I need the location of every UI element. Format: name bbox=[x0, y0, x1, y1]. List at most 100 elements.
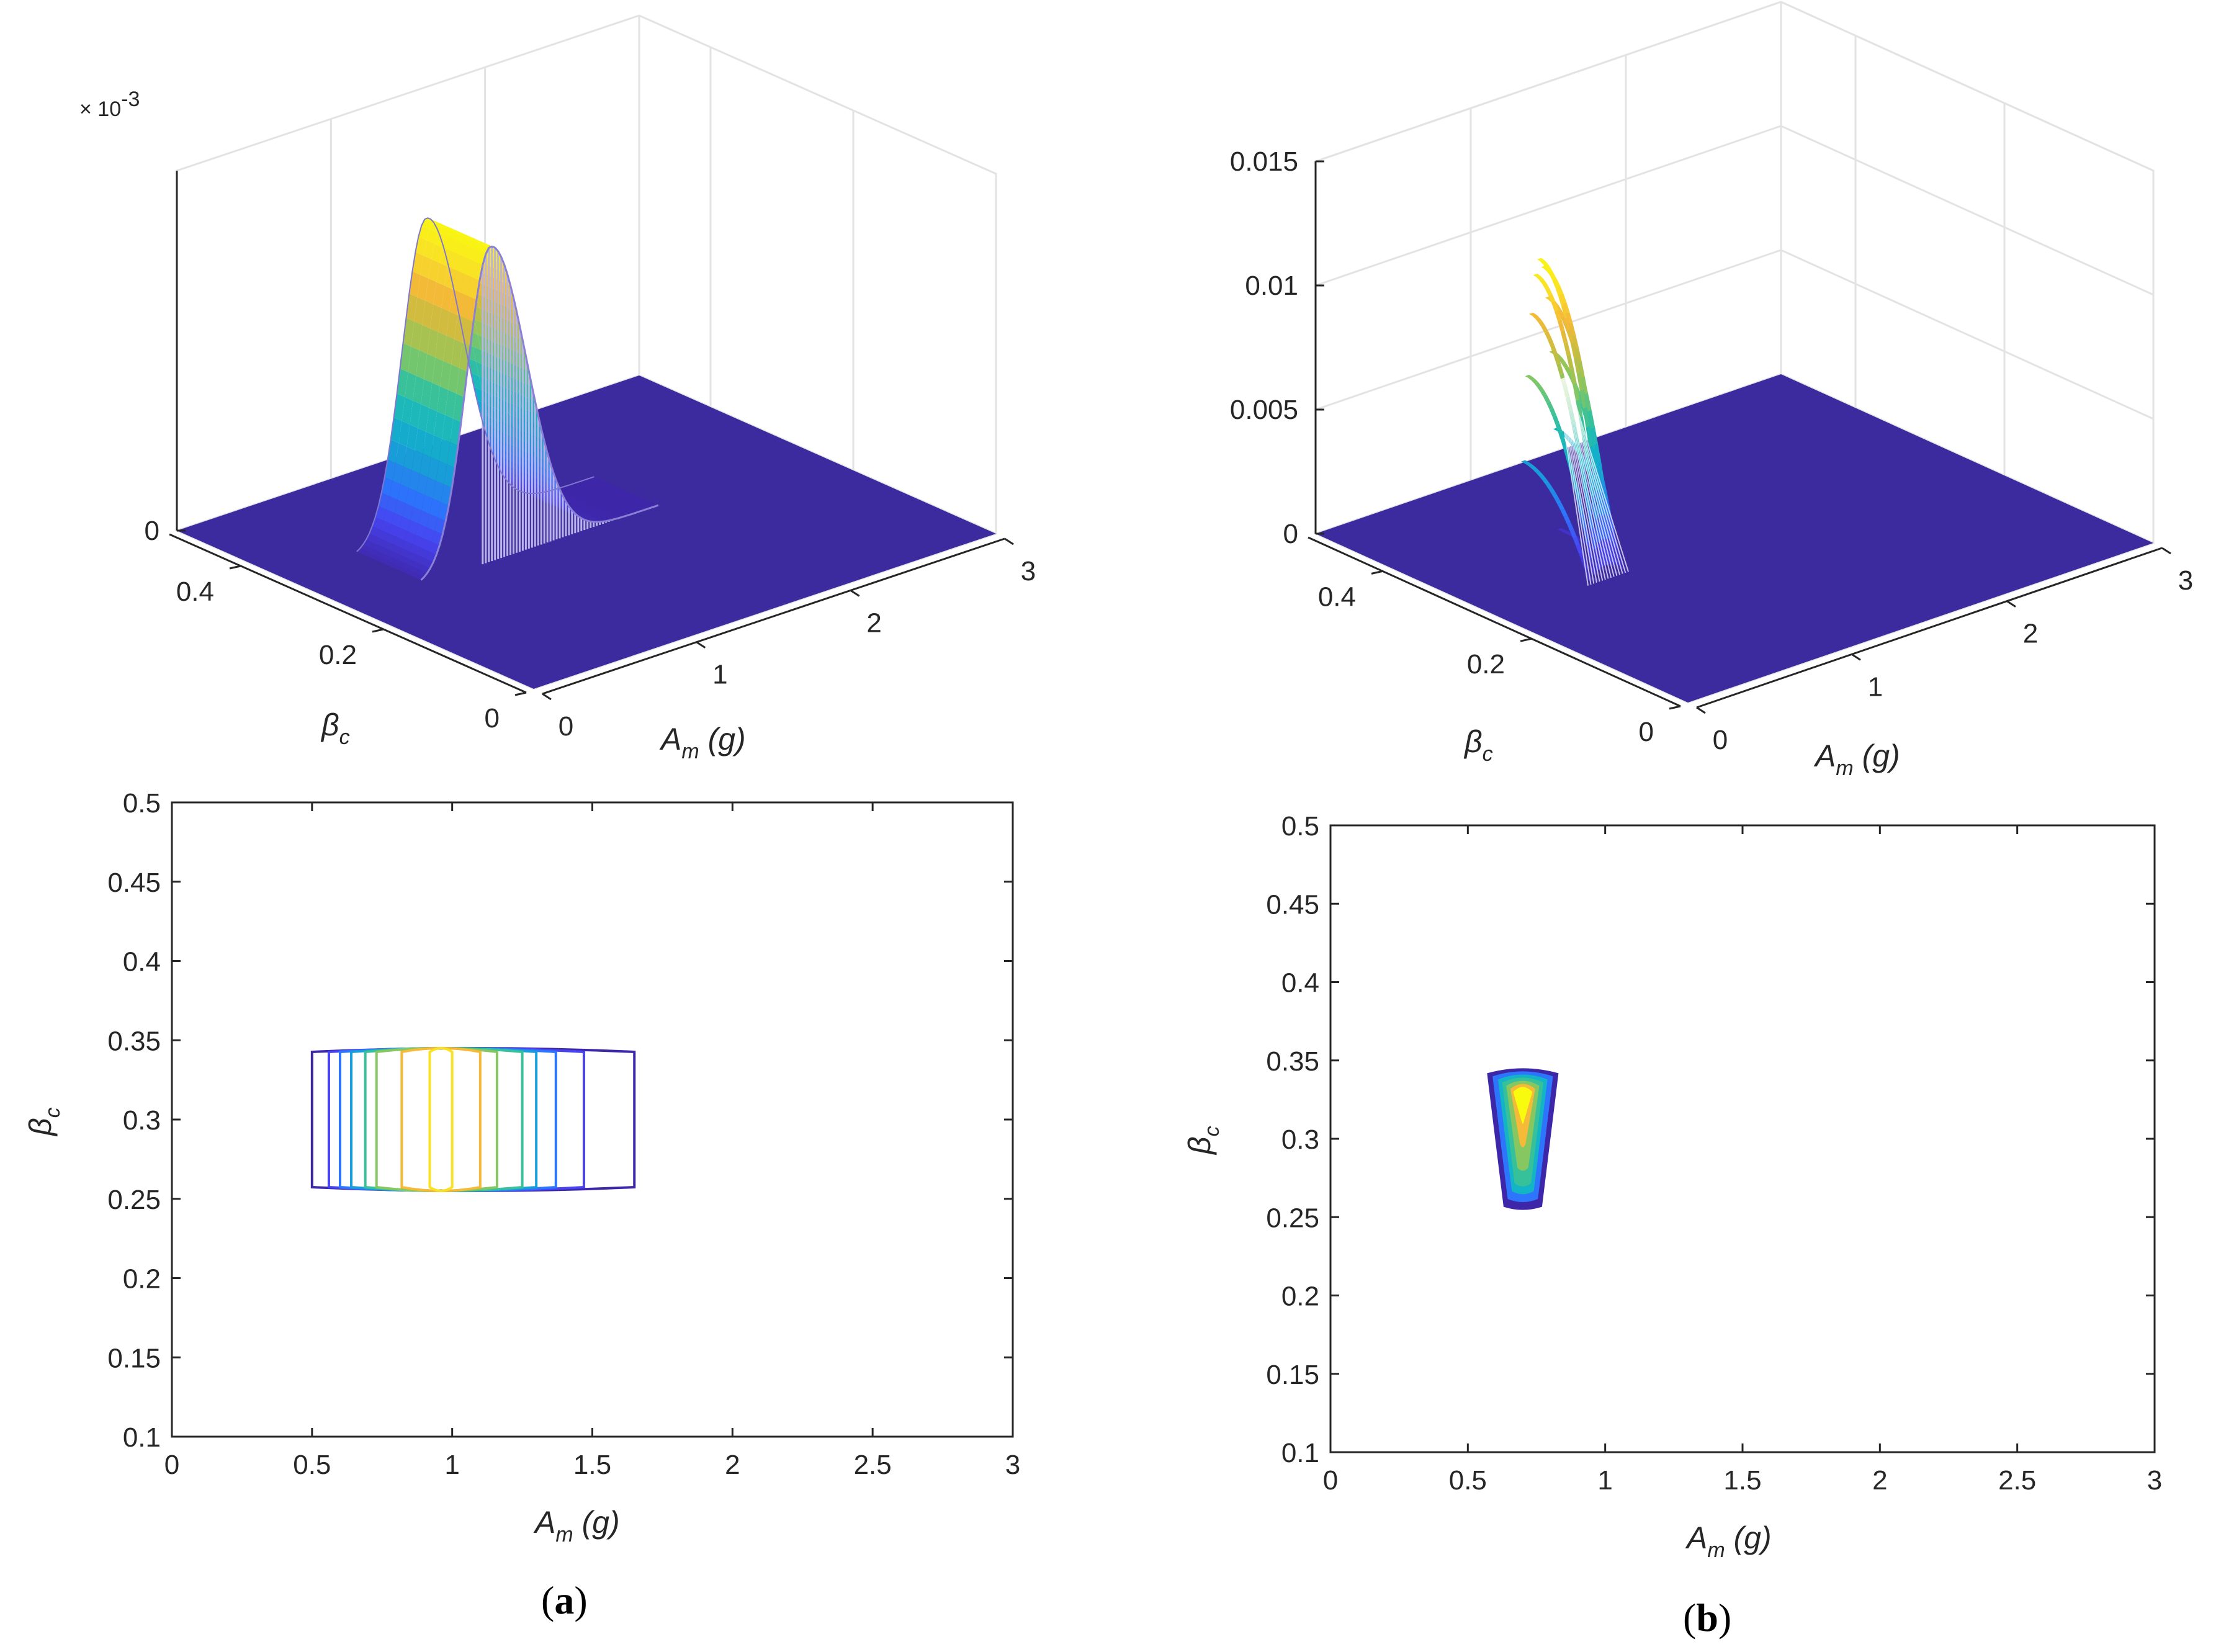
surface-patch bbox=[375, 506, 387, 521]
surface-patch bbox=[1533, 274, 1540, 277]
grid-line bbox=[1315, 1, 2154, 172]
surface-patch bbox=[389, 480, 401, 500]
surface-patch bbox=[619, 511, 631, 516]
surface-patch bbox=[398, 547, 410, 558]
surface-patch bbox=[357, 548, 368, 555]
surface-patch bbox=[571, 489, 583, 494]
surface-patch bbox=[1558, 357, 1566, 364]
x-tick-mark bbox=[1851, 653, 1861, 661]
surface-patch bbox=[503, 464, 515, 475]
surface-patch bbox=[408, 346, 420, 376]
x-tick-label: 2 bbox=[1872, 1465, 1887, 1496]
surface-patch bbox=[1557, 310, 1564, 317]
y-tick-label: 0.15 bbox=[1266, 1360, 1319, 1390]
x-tick-mark bbox=[2161, 547, 2171, 555]
surface-patch bbox=[577, 505, 588, 510]
surface-patch bbox=[447, 251, 459, 270]
surface-patch bbox=[601, 498, 613, 503]
surface-patch bbox=[596, 493, 608, 498]
x-tick-label: 1 bbox=[1868, 671, 1883, 702]
surface-patch bbox=[591, 477, 603, 482]
mesh-line bbox=[1558, 379, 1597, 583]
surface-patch bbox=[1552, 279, 1559, 289]
surface-patch bbox=[513, 481, 524, 489]
surface-patch bbox=[469, 240, 481, 251]
surface-patch bbox=[428, 259, 440, 282]
surface-patch bbox=[431, 243, 443, 263]
surface-patch bbox=[563, 486, 575, 491]
x-tick-label: 3 bbox=[1021, 556, 1036, 586]
surface-patch bbox=[1587, 410, 1594, 431]
surface-patch bbox=[572, 501, 583, 506]
surface-patch bbox=[594, 506, 606, 511]
surface-patch bbox=[1539, 475, 1546, 480]
surface-patch bbox=[426, 408, 437, 436]
surface-patch bbox=[1573, 383, 1580, 401]
surface-patch bbox=[611, 495, 622, 500]
surface-patch bbox=[604, 515, 616, 520]
surface-patch bbox=[591, 507, 603, 512]
surface-patch bbox=[500, 304, 512, 323]
surface-patch bbox=[412, 534, 424, 548]
surface-patch bbox=[585, 478, 596, 483]
surface-patch bbox=[446, 230, 457, 240]
surface-patch bbox=[562, 509, 573, 515]
surface-patch bbox=[457, 292, 469, 319]
surface-patch bbox=[424, 353, 436, 383]
x-tick-label: 2.5 bbox=[854, 1450, 892, 1480]
surface-patch bbox=[1551, 301, 1559, 312]
surface-patch bbox=[596, 481, 608, 486]
x-tick-label: 2.5 bbox=[1998, 1465, 2036, 1496]
surface-patch bbox=[380, 559, 392, 566]
surface-patch bbox=[1573, 356, 1581, 374]
surface-patch bbox=[603, 503, 615, 508]
surface-patch bbox=[1556, 362, 1564, 375]
surface-patch bbox=[1540, 390, 1548, 397]
surface-patch bbox=[424, 477, 436, 499]
surface-patch bbox=[1568, 323, 1576, 336]
surface-patch bbox=[630, 501, 642, 506]
surface-patch bbox=[491, 428, 503, 442]
contour-a-y-axis-label: βc bbox=[23, 1107, 65, 1137]
surface-patch bbox=[425, 278, 437, 305]
surface-patch bbox=[629, 508, 640, 513]
surface-patch bbox=[638, 505, 649, 510]
surface-patch bbox=[580, 514, 592, 519]
surface-patch bbox=[1523, 462, 1532, 465]
y-tick-label: 0.1 bbox=[123, 1422, 161, 1453]
surface-patch bbox=[423, 240, 435, 259]
surface-patch bbox=[568, 501, 580, 506]
surface-patch bbox=[427, 328, 439, 357]
mesh-line bbox=[1564, 377, 1621, 575]
surface-patch bbox=[383, 509, 395, 524]
surface-patch bbox=[1600, 479, 1607, 501]
surface-patch bbox=[625, 496, 637, 501]
surface-patch bbox=[392, 559, 403, 567]
surface-patch bbox=[393, 537, 405, 548]
surface-patch bbox=[1560, 330, 1568, 343]
surface-patch bbox=[614, 506, 626, 511]
surface-patch bbox=[451, 240, 462, 254]
surface-patch bbox=[426, 229, 438, 244]
surface-patch bbox=[519, 393, 531, 412]
surface-patch bbox=[516, 379, 527, 398]
y-tick-mark bbox=[1669, 705, 1681, 710]
surface-patch bbox=[1571, 334, 1579, 349]
surface-patch bbox=[601, 516, 612, 521]
contour-b-x-axis-label: Am (g) bbox=[1685, 1520, 1772, 1562]
surface-patch bbox=[1540, 259, 1548, 265]
y-tick-label: 0.4 bbox=[176, 577, 214, 607]
x-tick-label: 1 bbox=[712, 660, 727, 690]
z-tick-label: 0.015 bbox=[1230, 146, 1298, 177]
surface-floor bbox=[1316, 374, 2153, 703]
surface-patch bbox=[467, 246, 478, 262]
y-tick-label: 0 bbox=[485, 703, 500, 734]
grid-line bbox=[1315, 125, 2154, 296]
surface-patch bbox=[611, 507, 623, 512]
surface-patch bbox=[1551, 492, 1559, 499]
surface-patch bbox=[434, 411, 446, 439]
surface-b-x-axis-label: Am (g) bbox=[1813, 738, 1900, 780]
surface-b-ticks: 0 1 2 3 0 0.2 0.4 0 0.005 0.01 0.015 bbox=[1230, 146, 2193, 755]
y-tick-label: 0.25 bbox=[1266, 1203, 1319, 1233]
surface-patch bbox=[617, 505, 629, 510]
